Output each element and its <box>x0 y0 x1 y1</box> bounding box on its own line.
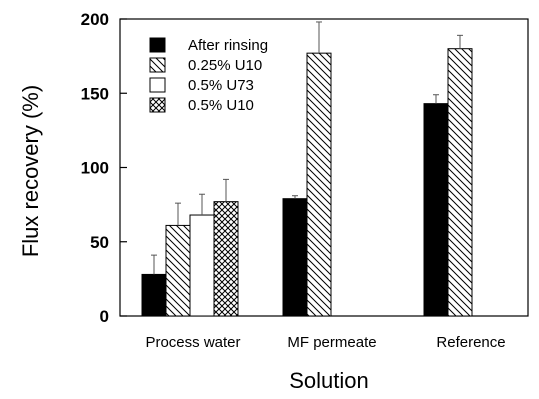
x-tick-label-2: Reference <box>436 334 505 351</box>
legend-label-2: 0.5% U73 <box>188 77 254 94</box>
legend-swatch-1 <box>149 57 166 73</box>
x-axis-title: Solution <box>289 368 369 393</box>
x-tick-label-1: MF permeate <box>287 334 376 351</box>
bar-1-0 <box>282 198 308 317</box>
bar-0-2 <box>189 214 215 317</box>
x-axis-ticks: Process water MF permeate Reference <box>145 334 505 351</box>
x-tick-label-0: Process water <box>145 334 240 351</box>
bar-2-1 <box>447 48 473 317</box>
y-axis-ticks: 0 50 100 150 200 <box>81 10 127 326</box>
bar-2-0 <box>423 103 449 317</box>
legend-swatch-3 <box>149 97 166 113</box>
bar-0-1 <box>165 224 191 317</box>
y-tick-label-50: 50 <box>90 233 109 252</box>
legend-swatch-2 <box>149 77 166 93</box>
y-tick-label-200: 200 <box>81 10 109 29</box>
legend-label-1: 0.25% U10 <box>188 57 262 74</box>
legend-label-0: After rinsing <box>188 37 268 54</box>
legend-swatch-0 <box>149 37 166 53</box>
legend-label-3: 0.5% U10 <box>188 97 254 114</box>
y-axis-title: Flux recovery (%) <box>18 85 43 257</box>
bar-0-3 <box>213 201 239 317</box>
y-tick-label-0: 0 <box>100 307 109 326</box>
error-bars <box>151 21 463 275</box>
legend: After rinsing 0.25% U10 0.5% U73 0.5% U10 <box>149 37 268 114</box>
bar-0-0 <box>141 273 167 317</box>
y-tick-label-150: 150 <box>81 84 109 103</box>
bar-1-1 <box>306 52 332 317</box>
y-tick-label-100: 100 <box>81 159 109 178</box>
